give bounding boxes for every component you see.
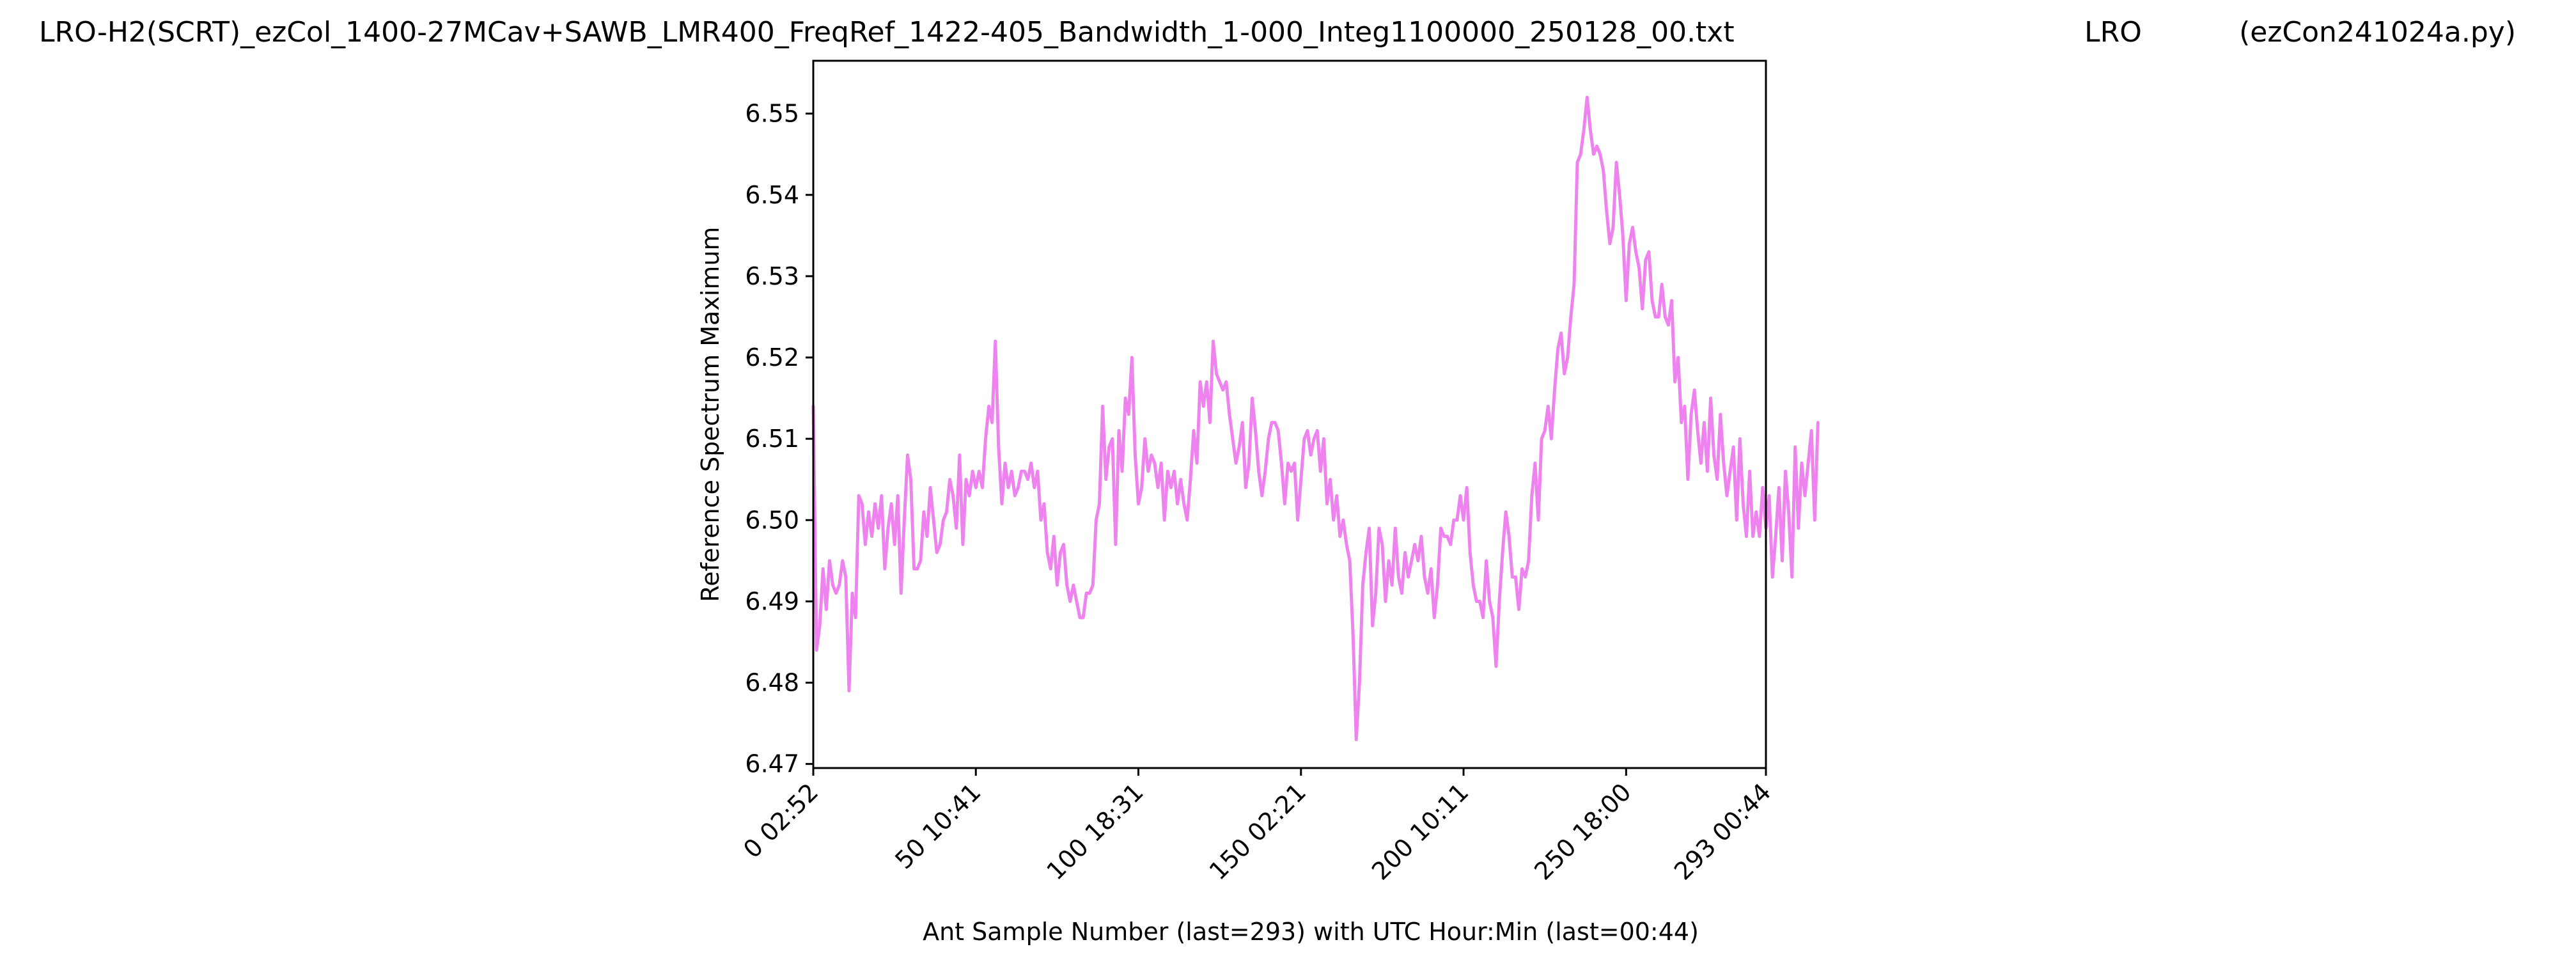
y-tick-label: 6.54 (745, 181, 799, 209)
plot-layer (811, 59, 1820, 769)
y-tick-label: 6.55 (745, 100, 799, 128)
y-tick-label: 6.53 (745, 262, 799, 290)
y-tick-label: 6.50 (745, 506, 799, 534)
header-station: LRO (2084, 16, 2142, 49)
y-axis-label: Reference Spectrum Maximum (696, 227, 724, 602)
header-program: (ezCon241024a.py) (2239, 16, 2516, 49)
y-tick-label: 6.47 (745, 750, 799, 778)
y-tick-label: 6.51 (745, 425, 799, 453)
series-line-0 (811, 95, 1820, 742)
header-filename: LRO-H2(SCRT)_ezCol_1400-27MCav+SAWB_LMR4… (39, 16, 1735, 49)
y-axis: 6.47 6.48 6.49 6.50 6.51 6.52 6.53 6.54 6.55 (745, 100, 813, 778)
y-tick-label: 6.52 (745, 343, 799, 372)
x-axis-label: Ant Sample Number (last=293) with UTC Ho… (923, 918, 1699, 946)
plot-frame (812, 59, 1767, 769)
y-tick-label: 6.49 (745, 587, 799, 615)
y-tick-label: 6.48 (745, 669, 799, 697)
